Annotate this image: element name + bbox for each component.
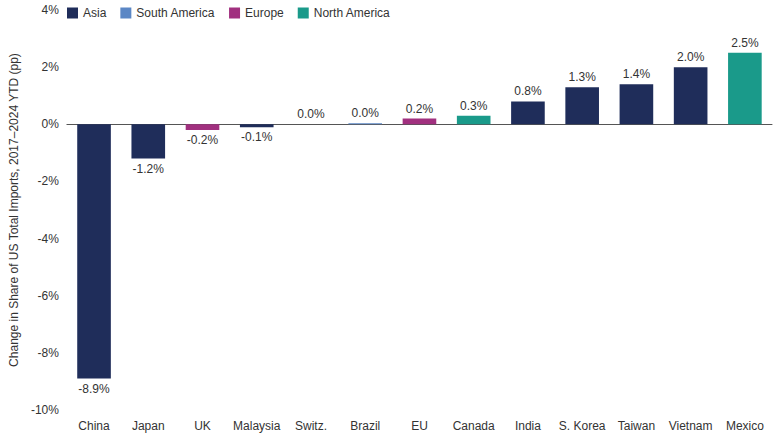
- svg-text:EU: EU: [411, 419, 428, 433]
- svg-text:2.0%: 2.0%: [677, 50, 705, 64]
- svg-text:-10%: -10%: [31, 403, 59, 417]
- svg-text:Japan: Japan: [132, 419, 165, 433]
- svg-text:2%: 2%: [42, 60, 60, 74]
- svg-text:Brazil: Brazil: [350, 419, 380, 433]
- svg-text:Mexico: Mexico: [726, 419, 764, 433]
- svg-text:1.4%: 1.4%: [623, 67, 651, 81]
- svg-text:0.3%: 0.3%: [460, 99, 488, 113]
- svg-text:1.3%: 1.3%: [568, 70, 596, 84]
- svg-text:-8%: -8%: [38, 346, 60, 360]
- svg-text:0.2%: 0.2%: [406, 102, 434, 116]
- svg-text:-0.1%: -0.1%: [241, 130, 273, 144]
- svg-text:0.0%: 0.0%: [352, 106, 380, 120]
- svg-text:S. Korea: S. Korea: [559, 419, 606, 433]
- svg-text:-1.2%: -1.2%: [133, 162, 165, 176]
- svg-text:-4%: -4%: [38, 232, 60, 246]
- svg-text:India: India: [515, 419, 541, 433]
- svg-text:2.5%: 2.5%: [731, 36, 759, 50]
- svg-text:-8.9%: -8.9%: [78, 382, 110, 396]
- svg-text:-6%: -6%: [38, 289, 60, 303]
- svg-text:Change in Share of US Total Im: Change in Share of US Total Imports, 201…: [7, 53, 21, 367]
- svg-text:Malaysia: Malaysia: [233, 419, 281, 433]
- svg-text:North America: North America: [314, 6, 390, 20]
- svg-text:Canada: Canada: [453, 419, 495, 433]
- svg-text:0%: 0%: [42, 117, 60, 131]
- svg-text:Vietnam: Vietnam: [669, 419, 713, 433]
- svg-text:Taiwan: Taiwan: [618, 419, 655, 433]
- svg-text:China: China: [78, 419, 110, 433]
- svg-text:0.0%: 0.0%: [297, 107, 325, 121]
- svg-text:Switz.: Switz.: [295, 419, 327, 433]
- svg-text:Asia: Asia: [83, 6, 107, 20]
- svg-text:-2%: -2%: [38, 174, 60, 188]
- svg-text:Europe: Europe: [245, 6, 284, 20]
- svg-text:-0.2%: -0.2%: [187, 133, 219, 147]
- svg-text:South America: South America: [136, 6, 214, 20]
- svg-text:4%: 4%: [42, 3, 60, 17]
- svg-text:UK: UK: [194, 419, 211, 433]
- svg-text:0.8%: 0.8%: [514, 84, 542, 98]
